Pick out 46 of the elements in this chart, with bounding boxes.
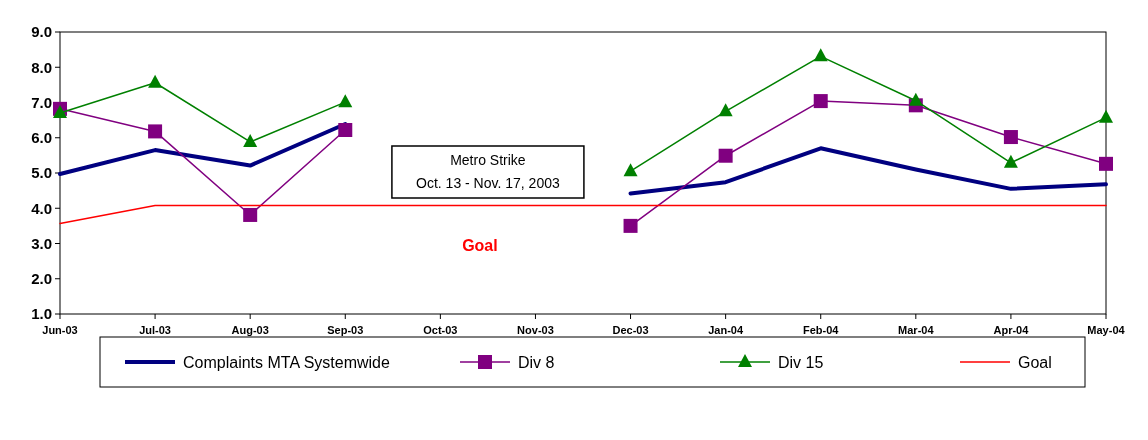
x-tick-label: Feb-04 (802, 324, 840, 336)
x-tick-label: Apr-04 (993, 324, 1030, 336)
point (1003, 154, 1018, 168)
legend-label: Complaints MTA Systemwide (183, 353, 390, 371)
point (53, 105, 67, 119)
x-tick-label: Dec-03 (612, 324, 649, 336)
x-tick-label: May-04 (1087, 324, 1126, 336)
point (813, 48, 828, 62)
x-tick-label: Nov-03 (517, 324, 554, 336)
annotation: Metro Strike Oct. 13 - Nov. 17, 2003 (416, 152, 560, 191)
point (1003, 130, 1018, 145)
x-tick-label: Jul-03 (139, 324, 171, 336)
x-tick-label: Jun-03 (42, 324, 78, 336)
legend-label: Goal (1018, 353, 1052, 371)
y-tick-label: 7.0 (31, 93, 52, 111)
x-tick-label: Jan-04 (708, 324, 744, 336)
x-tick-label: Mar-04 (898, 324, 935, 336)
note-box: Metro Strike Oct. 13 - Nov. 17, 2003 (391, 145, 585, 199)
point (243, 133, 258, 147)
annotation: Goal (462, 237, 498, 254)
point (1099, 156, 1113, 171)
y-tick-label: 5.0 (31, 164, 52, 182)
point (718, 148, 733, 163)
point (338, 94, 353, 108)
y-tick-label: 6.0 (31, 129, 52, 146)
point (908, 92, 923, 106)
y-tick-label: 4.0 (31, 199, 52, 217)
x-tick-label: Oct-03 (423, 324, 458, 336)
point (338, 123, 353, 137)
y-tick-label: 3.0 (31, 234, 52, 252)
point (148, 74, 163, 88)
y-tick-label: 1.0 (31, 305, 52, 323)
point (623, 163, 638, 177)
y-tick-label: 8.0 (31, 58, 52, 76)
x-tick-label: Sep-03 (327, 324, 364, 336)
point (623, 218, 638, 233)
y-tick-label: 9.0 (31, 23, 52, 41)
point (243, 207, 258, 222)
x-tick-label: Aug-03 (231, 324, 269, 336)
point (1099, 109, 1113, 123)
y-tick-label: 2.0 (31, 270, 52, 287)
point (813, 94, 828, 109)
legend-label: Div 8 (518, 353, 555, 371)
point (148, 124, 163, 139)
legend-label: Div 15 (778, 353, 824, 371)
point (718, 103, 733, 117)
